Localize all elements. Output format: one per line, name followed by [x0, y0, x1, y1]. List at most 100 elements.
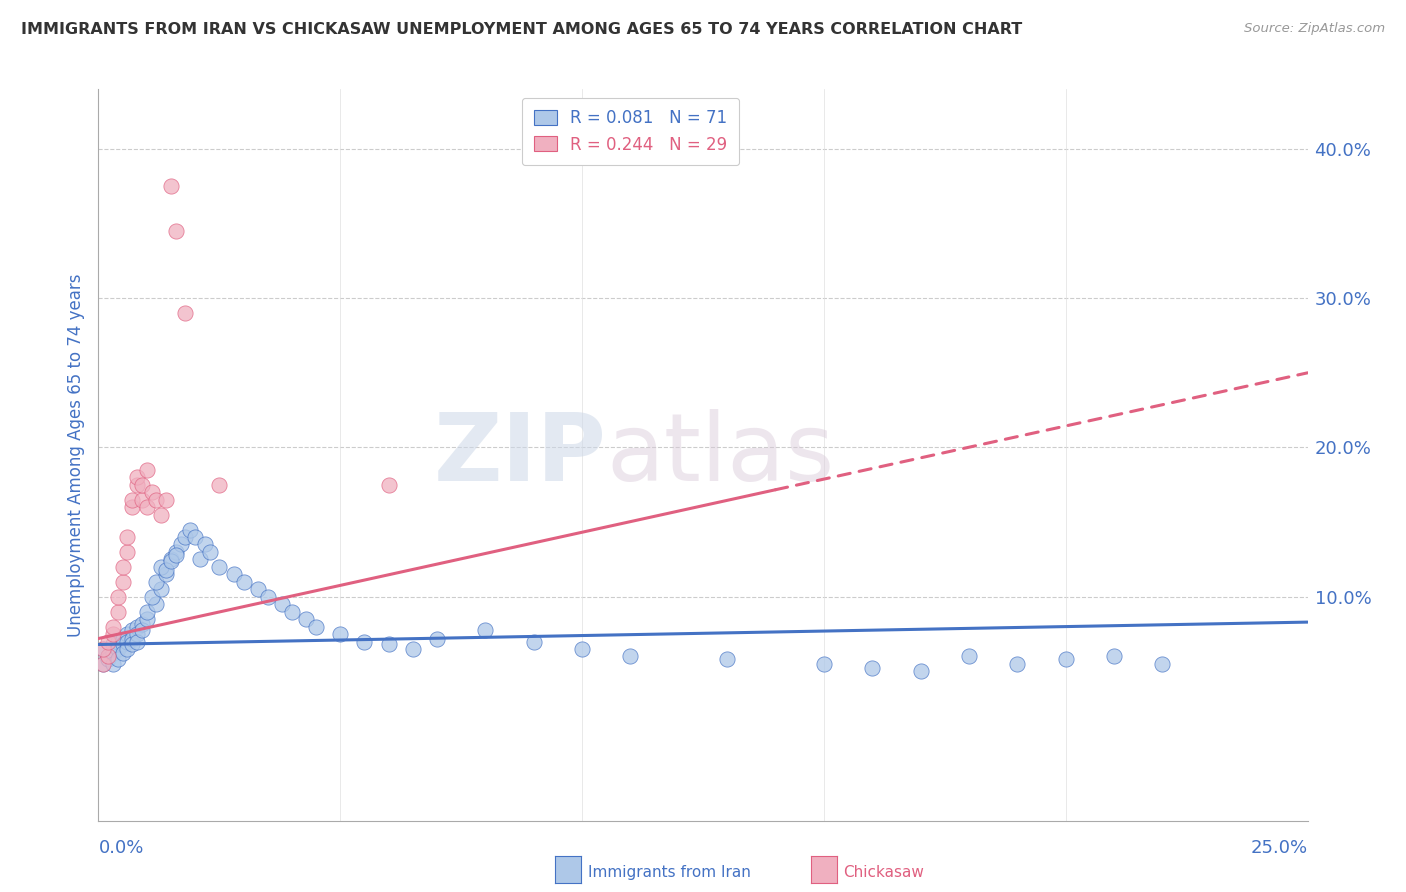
Point — [165, 548, 187, 562]
Point — [145, 597, 167, 611]
Text: IMMIGRANTS FROM IRAN VS CHICKASAW UNEMPLOYMENT AMONG AGES 65 TO 74 YEARS CORRELA: IMMIGRANTS FROM IRAN VS CHICKASAW UNEMPL… — [21, 22, 1022, 37]
Point — [155, 492, 177, 507]
Point — [91, 642, 114, 657]
Point — [127, 470, 149, 484]
Point — [1054, 652, 1077, 666]
Point — [1152, 657, 1174, 671]
Text: Chickasaw: Chickasaw — [844, 865, 925, 880]
Point — [107, 634, 129, 648]
Point — [571, 642, 593, 657]
Point — [813, 657, 835, 671]
Point — [910, 665, 932, 679]
Point — [131, 616, 153, 631]
Point — [101, 619, 124, 633]
Point — [155, 567, 177, 582]
Point — [150, 582, 173, 597]
Point — [97, 634, 120, 648]
Text: atlas: atlas — [606, 409, 835, 501]
Point — [353, 634, 375, 648]
Point — [174, 530, 197, 544]
Point — [174, 306, 197, 320]
Point — [107, 605, 129, 619]
Point — [198, 545, 221, 559]
Point — [135, 612, 157, 626]
Point — [145, 574, 167, 589]
Point — [91, 657, 114, 671]
Point — [135, 500, 157, 515]
Point — [121, 623, 143, 637]
Point — [271, 597, 294, 611]
Point — [523, 634, 546, 648]
Point — [111, 632, 134, 646]
Point — [160, 552, 183, 566]
Text: 0.0%: 0.0% — [98, 838, 143, 856]
Point — [155, 563, 177, 577]
Point — [131, 477, 153, 491]
Point — [135, 463, 157, 477]
Point — [97, 649, 120, 664]
Legend: R = 0.081   N = 71, R = 0.244   N = 29: R = 0.081 N = 71, R = 0.244 N = 29 — [522, 97, 740, 165]
Point — [117, 634, 139, 648]
Point — [184, 530, 207, 544]
Point — [117, 530, 139, 544]
Point — [91, 657, 114, 671]
Point — [165, 224, 187, 238]
Point — [150, 560, 173, 574]
Point — [117, 545, 139, 559]
Point — [97, 652, 120, 666]
Point — [101, 627, 124, 641]
Point — [247, 582, 270, 597]
Point — [101, 638, 124, 652]
Point — [91, 642, 114, 657]
Point — [281, 605, 304, 619]
Point — [127, 619, 149, 633]
Point — [107, 590, 129, 604]
Point — [121, 632, 143, 646]
Text: Source: ZipAtlas.com: Source: ZipAtlas.com — [1244, 22, 1385, 36]
Point — [121, 492, 143, 507]
Point — [111, 574, 134, 589]
Point — [1007, 657, 1029, 671]
Point — [121, 500, 143, 515]
Point — [121, 638, 143, 652]
Point — [957, 649, 980, 664]
Point — [145, 492, 167, 507]
Point — [329, 627, 352, 641]
Point — [150, 508, 173, 522]
Point — [135, 605, 157, 619]
Point — [107, 652, 129, 666]
Point — [101, 657, 124, 671]
Point — [194, 537, 217, 551]
Point — [305, 619, 328, 633]
Point — [160, 554, 183, 568]
Point — [131, 492, 153, 507]
Text: Immigrants from Iran: Immigrants from Iran — [588, 865, 751, 880]
Point — [860, 661, 883, 675]
Point — [111, 560, 134, 574]
Point — [256, 590, 278, 604]
Point — [111, 647, 134, 661]
Y-axis label: Unemployment Among Ages 65 to 74 years: Unemployment Among Ages 65 to 74 years — [66, 273, 84, 637]
Point — [141, 590, 163, 604]
Point — [160, 179, 183, 194]
Point — [97, 649, 120, 664]
Point — [127, 477, 149, 491]
Point — [295, 612, 318, 626]
Point — [619, 649, 641, 664]
Point — [117, 642, 139, 657]
Point — [1102, 649, 1125, 664]
Point — [402, 642, 425, 657]
Point — [232, 574, 254, 589]
Point — [377, 477, 399, 491]
Point — [188, 552, 211, 566]
Point — [208, 560, 231, 574]
Point — [222, 567, 245, 582]
Text: ZIP: ZIP — [433, 409, 606, 501]
Point — [117, 627, 139, 641]
Point — [208, 477, 231, 491]
Point — [169, 537, 191, 551]
Point — [426, 632, 449, 646]
Text: 25.0%: 25.0% — [1250, 838, 1308, 856]
Point — [107, 642, 129, 657]
Point — [165, 545, 187, 559]
